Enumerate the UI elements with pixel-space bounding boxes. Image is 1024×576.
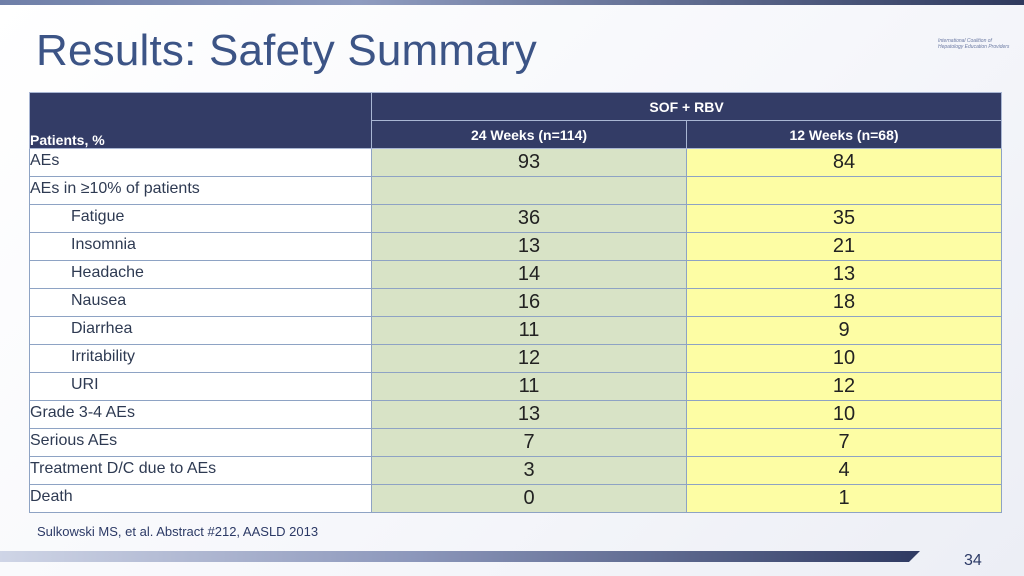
safety-summary-table: Patients, % SOF + RBV 24 Weeks (n=114) 1… — [29, 92, 1003, 513]
column-header-12-weeks: 12 Weeks (n=68) — [685, 120, 1003, 149]
cell-12-weeks: 4 — [685, 456, 1003, 485]
table-row: URI 11 12 — [29, 372, 1003, 401]
cell-24-weeks: 14 — [371, 260, 687, 289]
table-row: Insomnia 13 21 — [29, 232, 1003, 261]
table-row: AEs 93 84 — [29, 148, 1003, 177]
table-row: Nausea 16 18 — [29, 288, 1003, 317]
row-label: URI — [29, 372, 372, 401]
table-corner-header: Patients, % — [29, 92, 372, 149]
cell-24-weeks: 11 — [371, 316, 687, 345]
table-row: Irritability 12 10 — [29, 344, 1003, 373]
table-row: Grade 3-4 AEs 13 10 — [29, 400, 1003, 429]
row-label: Treatment D/C due to AEs — [29, 456, 372, 485]
cell-24-weeks: 13 — [371, 400, 687, 429]
logo: International Coalition of Hepatology Ed… — [938, 38, 1010, 50]
cell-12-weeks: 12 — [685, 372, 1003, 401]
table-row: Serious AEs 7 7 — [29, 428, 1003, 457]
cell-12-weeks: 35 — [685, 204, 1003, 233]
cell-24-weeks: 3 — [371, 456, 687, 485]
cell-12-weeks — [685, 176, 1003, 205]
citation: Sulkowski MS, et al. Abstract #212, AASL… — [37, 524, 319, 539]
row-label: Insomnia — [29, 232, 372, 261]
row-label: Nausea — [29, 288, 372, 317]
bottom-accent-bar — [0, 551, 920, 562]
cell-24-weeks: 16 — [371, 288, 687, 317]
cell-24-weeks: 93 — [371, 148, 687, 177]
cell-24-weeks: 0 — [371, 484, 687, 513]
cell-12-weeks: 18 — [685, 288, 1003, 317]
group-header: SOF + RBV — [370, 92, 1003, 121]
table-row: Diarrhea 11 9 — [29, 316, 1003, 345]
cell-12-weeks: 1 — [685, 484, 1003, 513]
cell-12-weeks: 10 — [685, 400, 1003, 429]
table-row: Fatigue 36 35 — [29, 204, 1003, 233]
cell-12-weeks: 7 — [685, 428, 1003, 457]
corner-header-label: Patients, % — [30, 132, 105, 148]
column-header-24-weeks: 24 Weeks (n=114) — [371, 120, 687, 149]
row-label: Serious AEs — [29, 428, 372, 457]
cell-12-weeks: 13 — [685, 260, 1003, 289]
row-label: AEs — [29, 148, 372, 177]
top-accent-bar — [0, 0, 1024, 5]
cell-12-weeks: 10 — [685, 344, 1003, 373]
slide-title: Results: Safety Summary — [36, 26, 537, 75]
row-label: Fatigue — [29, 204, 372, 233]
table-row: AEs in ≥10% of patients — [29, 176, 1003, 205]
table-row: Treatment D/C due to AEs 3 4 — [29, 456, 1003, 485]
row-label: AEs in ≥10% of patients — [29, 176, 372, 205]
cell-12-weeks: 9 — [685, 316, 1003, 345]
row-label: Diarrhea — [29, 316, 372, 345]
row-label: Headache — [29, 260, 372, 289]
cell-12-weeks: 21 — [685, 232, 1003, 261]
row-label: Grade 3-4 AEs — [29, 400, 372, 429]
cell-24-weeks: 12 — [371, 344, 687, 373]
table-body: AEs 93 84 AEs in ≥10% of patients Fatigue 36 3… — [29, 148, 1003, 513]
cell-12-weeks: 84 — [685, 148, 1003, 177]
cell-24-weeks: 7 — [371, 428, 687, 457]
table-row: Headache 14 13 — [29, 260, 1003, 289]
cell-24-weeks: 36 — [371, 204, 687, 233]
row-label: Death — [29, 484, 372, 513]
cell-24-weeks: 13 — [371, 232, 687, 261]
page-number: 34 — [964, 552, 982, 569]
cell-24-weeks: 11 — [371, 372, 687, 401]
cell-24-weeks — [371, 176, 687, 205]
table-row: Death 0 1 — [29, 484, 1003, 513]
row-label: Irritability — [29, 344, 372, 373]
